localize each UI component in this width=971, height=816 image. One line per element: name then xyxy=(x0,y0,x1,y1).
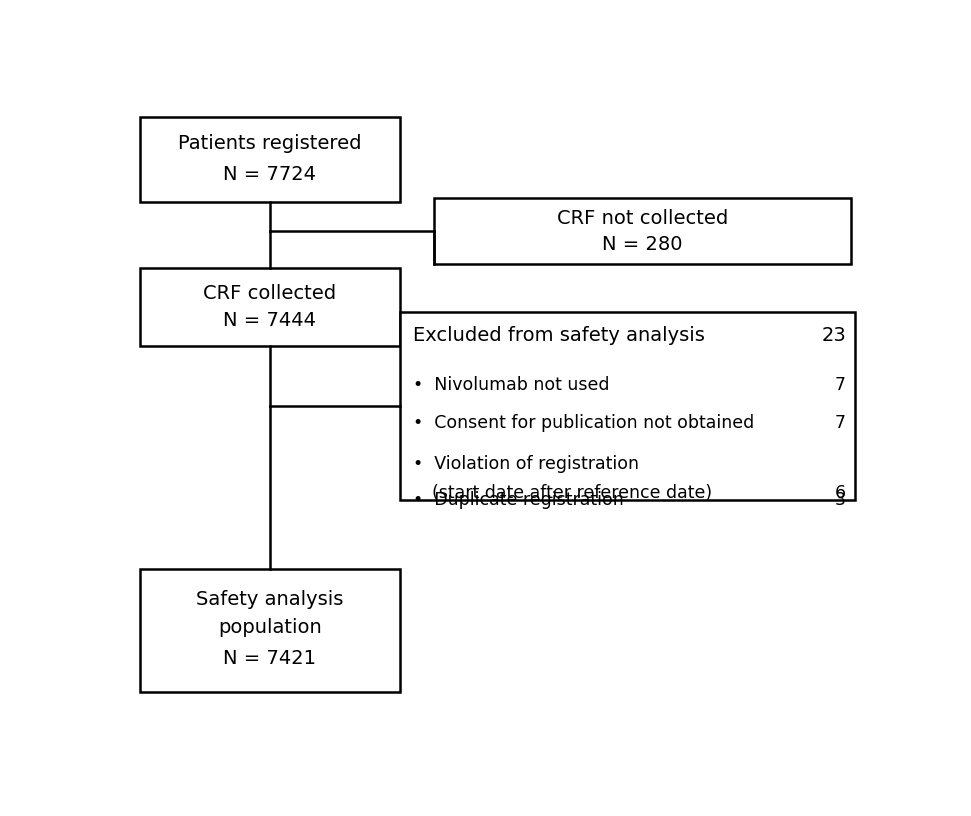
Text: N = 7444: N = 7444 xyxy=(223,311,317,330)
Bar xyxy=(140,268,400,346)
Text: N = 7724: N = 7724 xyxy=(223,166,317,184)
Text: 7: 7 xyxy=(835,414,846,432)
Text: (start date after reference date): (start date after reference date) xyxy=(432,484,713,502)
Text: CRF collected: CRF collected xyxy=(204,283,337,303)
Text: population: population xyxy=(218,618,321,636)
Text: 7: 7 xyxy=(835,376,846,394)
Text: CRF not collected: CRF not collected xyxy=(557,210,728,228)
Bar xyxy=(140,570,400,692)
Text: •  Violation of registration: • Violation of registration xyxy=(414,455,639,472)
Bar xyxy=(140,117,400,202)
Text: Excluded from safety analysis: Excluded from safety analysis xyxy=(414,326,705,345)
Text: •  Consent for publication not obtained: • Consent for publication not obtained xyxy=(414,414,754,432)
Text: N = 7421: N = 7421 xyxy=(223,650,317,668)
Text: 23: 23 xyxy=(821,326,846,345)
Text: •  Nivolumab not used: • Nivolumab not used xyxy=(414,376,610,394)
Text: •  Duplicate registration: • Duplicate registration xyxy=(414,491,624,509)
Text: Patients registered: Patients registered xyxy=(179,134,362,153)
Text: 6: 6 xyxy=(835,484,846,502)
Text: Safety analysis: Safety analysis xyxy=(196,589,344,609)
Text: N = 280: N = 280 xyxy=(602,234,683,254)
Bar xyxy=(434,198,852,264)
Text: 3: 3 xyxy=(835,491,846,509)
Bar xyxy=(400,312,855,500)
